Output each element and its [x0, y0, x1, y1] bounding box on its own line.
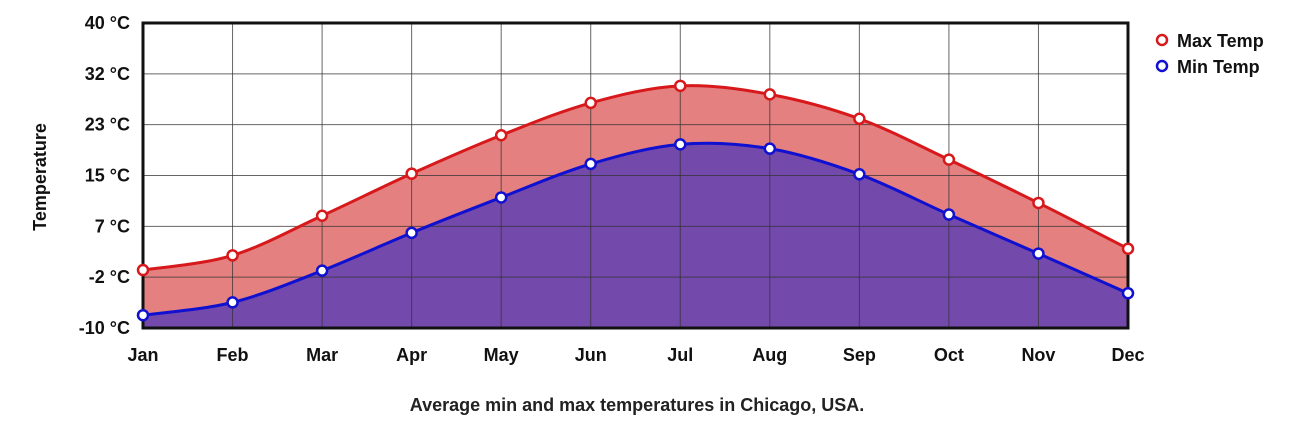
x-tick-label: Jun: [575, 345, 607, 365]
point-min-temp-may: [494, 191, 508, 204]
point-layer: [136, 79, 1135, 322]
point-min-temp-nov: [1032, 247, 1045, 260]
point-max-temp-nov: [1032, 196, 1045, 210]
y-tick-label: 23 °C: [85, 115, 130, 135]
line-max-temp: [142, 84, 1129, 272]
x-tick-labels: Jan Feb Mar Apr May Jun Jul Aug Sep Oct Nov Dec: [127, 345, 1144, 365]
y-tick-labels: 40 °C 32 °C 23 °C 15 °C 7 °C -2 °C -10 °C: [79, 13, 130, 338]
x-tick-label: Apr: [396, 345, 427, 365]
point-max-temp-dec: [1121, 242, 1135, 255]
line-layer: [142, 84, 1129, 317]
point-max-temp-feb: [226, 249, 239, 262]
point-max-temp-apr: [405, 167, 418, 180]
x-tick-label: Mar: [306, 345, 338, 365]
point-min-temp-apr: [405, 226, 418, 240]
point-min-temp-jun: [584, 157, 597, 171]
x-tick-label: Jul: [667, 345, 693, 365]
point-min-temp-oct: [942, 208, 956, 221]
y-tick-label: 7 °C: [95, 216, 130, 236]
x-tick-label: Dec: [1111, 345, 1144, 365]
x-tick-label: Jan: [127, 345, 158, 365]
y-tick-label: 32 °C: [85, 64, 130, 84]
y-tick-label: -2 °C: [89, 267, 130, 287]
point-min-temp-feb: [226, 296, 239, 309]
point-min-temp-mar: [315, 264, 329, 277]
point-min-temp-jan: [136, 308, 150, 322]
y-tick-label: -10 °C: [79, 318, 130, 338]
point-max-temp-jun: [584, 96, 597, 110]
x-tick-label: Nov: [1021, 345, 1055, 365]
x-tick-label: May: [484, 345, 519, 365]
legend: Max Temp Min Temp: [1155, 31, 1264, 77]
x-tick-label: Feb: [217, 345, 249, 365]
y-tick-label: 40 °C: [85, 13, 130, 33]
legend-label-max-temp: Max Temp: [1177, 31, 1264, 51]
point-max-temp-may: [494, 128, 508, 142]
y-axis-title: Temperature: [30, 123, 50, 231]
point-min-temp-dec: [1121, 286, 1135, 300]
legend-marker-max-temp: [1155, 33, 1169, 47]
point-max-temp-oct: [942, 153, 956, 166]
area-min-temp: [143, 143, 1128, 328]
x-tick-label: Oct: [934, 345, 964, 365]
point-max-temp-sep: [853, 112, 866, 126]
legend-marker-min-temp: [1155, 59, 1169, 73]
point-max-temp-mar: [315, 209, 329, 223]
legend-label-min-temp: Min Temp: [1177, 57, 1260, 77]
x-tick-label: Aug: [752, 345, 787, 365]
point-max-temp-jan: [136, 263, 150, 277]
plot-frame: [141, 21, 1130, 330]
y-tick-label: 15 °C: [85, 166, 130, 186]
point-min-temp-jul: [674, 138, 687, 151]
chart-caption: Average min and max temperatures in Chic…: [410, 395, 864, 415]
x-tick-label: Sep: [843, 345, 876, 365]
point-max-temp-aug: [763, 88, 777, 101]
point-max-temp-jul: [674, 79, 687, 93]
area-layer: [143, 85, 1128, 328]
line-min-temp: [142, 141, 1129, 317]
point-min-temp-aug: [763, 142, 777, 155]
point-min-temp-sep: [853, 168, 866, 181]
